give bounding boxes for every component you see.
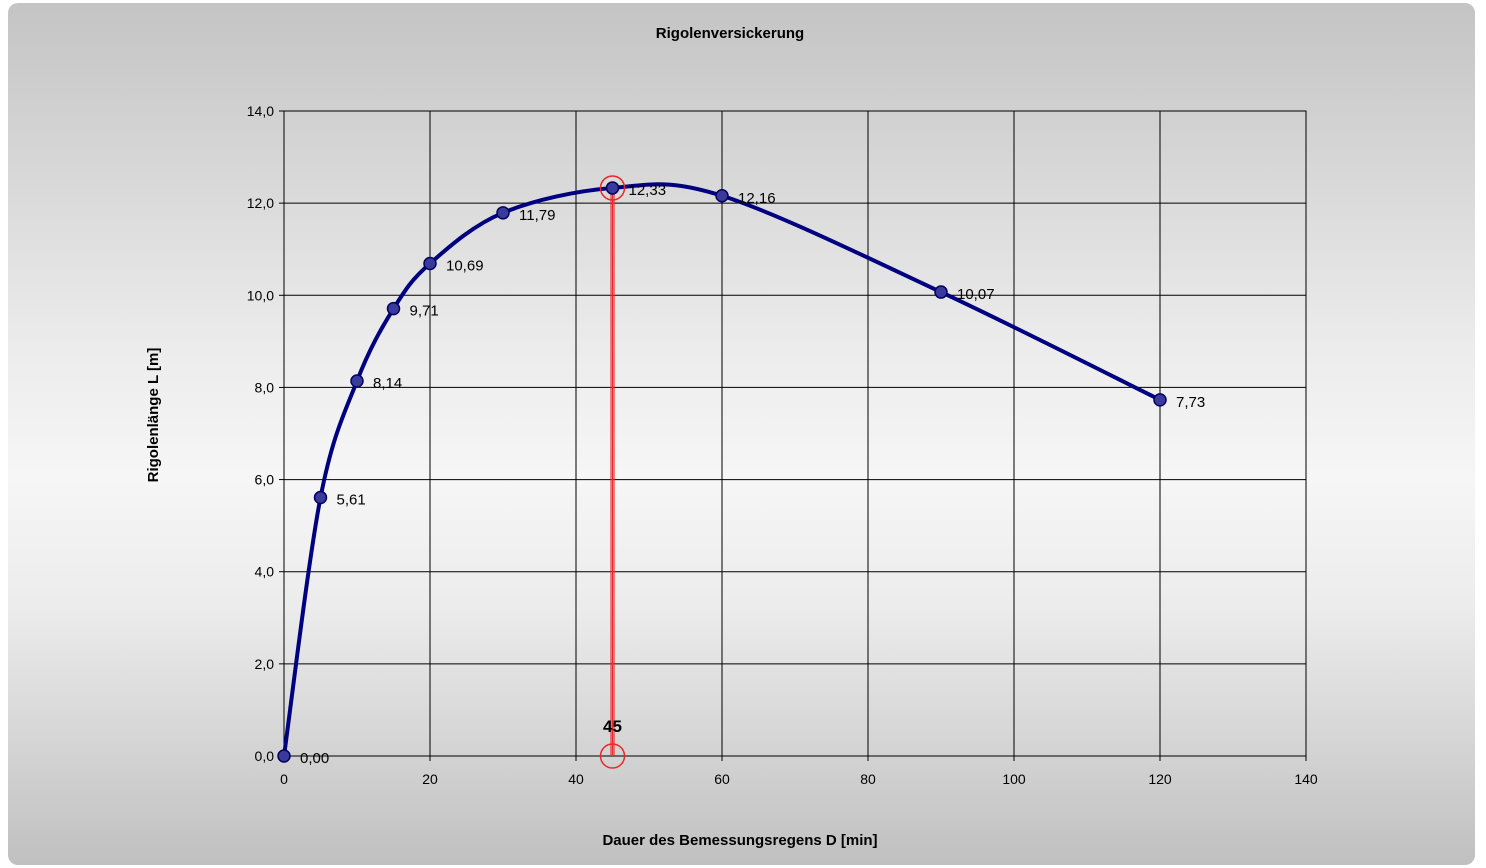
plot-frame [283, 110, 1307, 757]
x-tick-label: 140 [1294, 771, 1318, 787]
x-tick-label: 40 [568, 771, 584, 787]
x-axis-label: Dauer des Bemessungsregens D [min] [602, 832, 877, 849]
chart-title: Rigolenversickerung [656, 25, 804, 42]
x-tick-label: 20 [422, 771, 438, 787]
data-label: 10,07 [957, 286, 995, 303]
x-tick-label: 100 [1002, 771, 1026, 787]
data-point [1153, 393, 1167, 407]
data-label: 9,71 [410, 303, 439, 320]
y-tick-label: 10,0 [247, 287, 274, 303]
marker-label: 45 [603, 717, 622, 736]
data-label: 11,79 [519, 207, 555, 224]
x-tick-label: 80 [860, 771, 876, 787]
data-label: 0,00 [300, 750, 329, 767]
y-axis-label: Rigolenlänge L [m] [145, 348, 162, 483]
plot-area: 0 20 40 60 80 100 120 140 0,0 2,0 4,0 6,0 8,0 10,0 12,… [247, 103, 1318, 787]
y-tick-label: 14,0 [247, 103, 274, 119]
y-tick-label: 4,0 [255, 564, 275, 580]
marker-circle-bottom [599, 743, 626, 769]
data-point [350, 374, 364, 388]
data-point [605, 181, 620, 195]
y-tick-label: 2,0 [255, 656, 275, 672]
chart-panel [8, 3, 1475, 865]
x-tick-label: 60 [714, 771, 730, 787]
data-label: 12,16 [738, 190, 776, 207]
data-point [934, 285, 948, 299]
data-point [386, 301, 401, 316]
marker-circle-top [599, 175, 626, 201]
data-point [313, 490, 328, 505]
data-label: 10,69 [446, 257, 484, 274]
data-point [423, 256, 437, 271]
data-label: 5,61 [337, 492, 366, 509]
data-point [715, 189, 729, 203]
y-tick-label: 8,0 [255, 379, 275, 395]
x-tick-label: 120 [1148, 771, 1172, 787]
data-point [277, 749, 291, 763]
y-tick-label: 12,0 [247, 195, 274, 211]
data-label: 12,33 [629, 182, 667, 199]
data-label: 8,14 [373, 375, 402, 392]
x-tick-label: 0 [280, 771, 288, 787]
y-tick-label: 6,0 [255, 472, 275, 488]
series-line [282, 182, 1161, 757]
y-tick-label: 0,0 [255, 748, 275, 764]
data-label: 7,73 [1176, 394, 1205, 411]
data-point [496, 206, 510, 220]
